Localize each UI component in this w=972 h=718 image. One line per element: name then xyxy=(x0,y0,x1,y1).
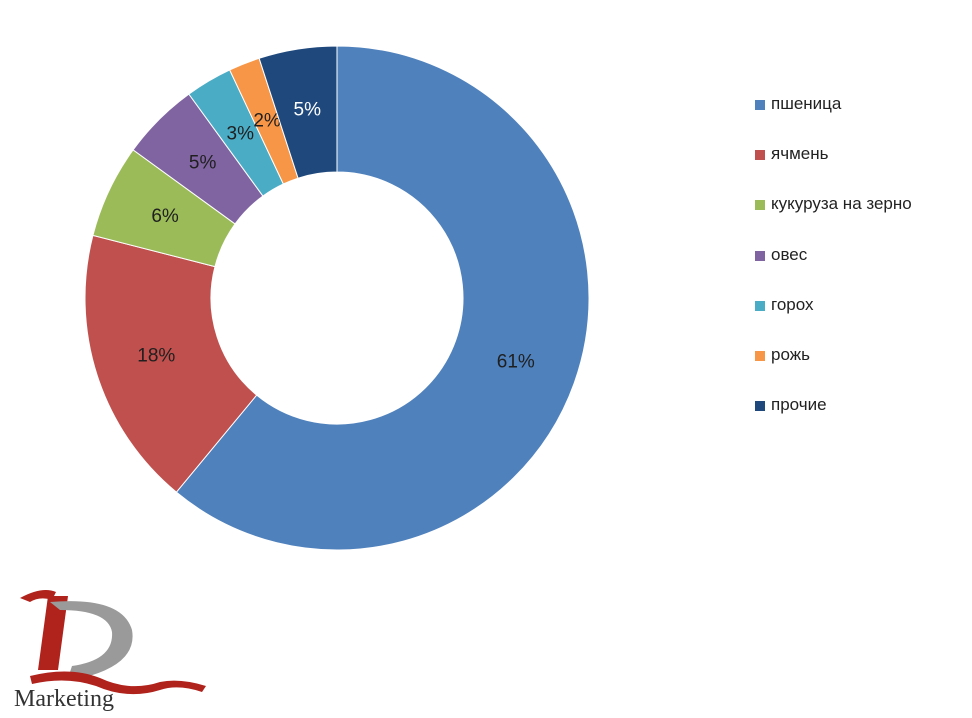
legend-label: рожь xyxy=(771,344,810,364)
donut-slice xyxy=(175,45,590,551)
1d-marketing-logo: Marketing xyxy=(10,578,210,713)
slice-data-label: 61% xyxy=(497,351,535,372)
chart-legend: пшеница ячмень кукуруза на зерно овес горох р… xyxy=(755,92,970,443)
legend-swatch xyxy=(755,250,765,261)
svg-text:Marketing: Marketing xyxy=(14,686,114,712)
legend-label: овес xyxy=(771,244,808,264)
legend-swatch xyxy=(755,200,765,211)
legend-swatch xyxy=(755,350,765,361)
legend-label: кукуруза на зерно xyxy=(771,194,912,214)
legend-swatch xyxy=(755,401,765,412)
legend-swatch xyxy=(755,300,765,311)
donut-slice xyxy=(258,45,338,179)
legend-item: рожь xyxy=(755,343,970,393)
legend-label: горох xyxy=(771,294,814,314)
legend-swatch xyxy=(755,100,765,110)
slice-data-label: 5% xyxy=(189,153,217,174)
slice-data-label: 5% xyxy=(294,99,322,120)
legend-label: прочие xyxy=(771,395,827,415)
legend-label: ячмень xyxy=(771,144,829,164)
legend-item: ячмень xyxy=(755,142,970,192)
slice-data-label: 3% xyxy=(227,123,255,144)
legend-item: прочие xyxy=(755,393,970,443)
legend-item: кукуруза на зерно xyxy=(755,192,970,242)
legend-label: пшеница xyxy=(771,94,842,113)
slice-data-label: 6% xyxy=(151,206,179,227)
legend-item: горох xyxy=(755,293,970,343)
legend-item: овес xyxy=(755,243,970,293)
legend-item: пшеница xyxy=(755,92,970,142)
slice-data-label: 18% xyxy=(137,346,175,367)
slice-data-label: 2% xyxy=(253,110,281,131)
legend-swatch xyxy=(755,150,765,161)
donut-slice xyxy=(84,234,258,493)
